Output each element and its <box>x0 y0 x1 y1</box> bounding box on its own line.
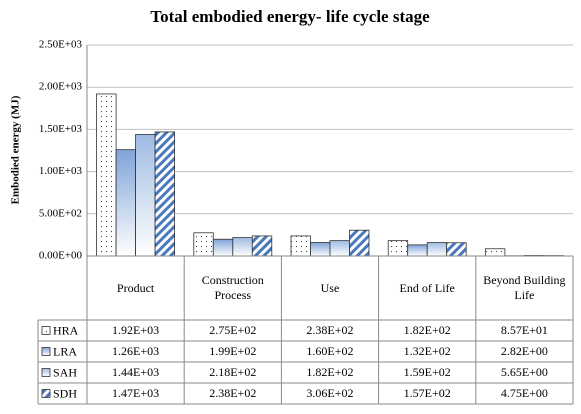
value-label: 2.38E+02 <box>209 386 257 400</box>
bar <box>349 229 370 257</box>
x-tick-label: Beyond Building Life <box>483 273 566 302</box>
value-label: 2.82E+00 <box>500 344 548 358</box>
value-label: 1.59E+02 <box>403 365 451 379</box>
legend-swatch <box>41 389 51 398</box>
bar <box>484 248 506 257</box>
value-label: 1.92E+03 <box>112 323 160 337</box>
legend-label: SDH <box>53 386 77 400</box>
bar <box>407 244 428 257</box>
x-tick-label: Construction Process <box>201 273 264 302</box>
value-label: 1.82E+02 <box>403 323 451 337</box>
bar <box>232 237 253 257</box>
legend-label: HRA <box>53 323 79 337</box>
value-label: 2.18E+02 <box>209 365 257 379</box>
y-axis-label: Embodied energy (MJ) <box>10 95 22 204</box>
bar <box>329 240 350 257</box>
value-label: 1.44E+03 <box>112 365 160 379</box>
legend-label: SAH <box>53 365 77 379</box>
x-tick-label: Use <box>320 280 340 295</box>
x-tick-label: End of Life <box>399 280 455 295</box>
bar <box>290 235 311 257</box>
bar <box>96 93 117 257</box>
value-label: 1.47E+03 <box>112 386 160 400</box>
value-label: 1.99E+02 <box>209 344 257 358</box>
legend-label: LRA <box>53 344 77 358</box>
bar <box>135 134 156 257</box>
value-label: 2.75E+02 <box>209 323 257 337</box>
legend-swatch <box>41 347 51 356</box>
value-label: 8.57E+01 <box>500 323 548 337</box>
x-tick-label: Product <box>116 280 155 295</box>
y-tick-label: 1.50E+03 <box>39 123 83 135</box>
value-label: 1.32E+02 <box>403 344 451 358</box>
bar <box>446 242 467 257</box>
chart-title: Total embodied energy- life cycle stage <box>150 7 430 26</box>
value-label: 1.60E+02 <box>306 344 354 358</box>
bar <box>426 242 448 257</box>
bar <box>154 131 176 257</box>
bar <box>212 238 234 257</box>
value-label: 1.57E+02 <box>403 386 451 400</box>
value-label: 3.06E+02 <box>306 386 354 400</box>
y-tick-label: 2.50E+03 <box>39 39 83 51</box>
value-label: 4.75E+00 <box>500 386 548 400</box>
y-tick-label: 2.00E+03 <box>39 81 83 93</box>
legend-swatch <box>41 368 51 377</box>
value-label: 5.65E+00 <box>500 365 548 379</box>
legend-swatch <box>41 326 51 335</box>
bar <box>115 149 136 257</box>
bar <box>310 242 331 257</box>
y-tick-label: 5.00E+02 <box>39 207 82 219</box>
value-label: 1.26E+03 <box>112 344 160 358</box>
bar <box>251 235 273 257</box>
bar <box>193 232 214 257</box>
bar <box>387 240 409 257</box>
y-tick-label: 0.00E+00 <box>39 250 83 262</box>
value-label: 1.82E+02 <box>306 365 354 379</box>
y-tick-label: 1.00E+03 <box>39 165 83 177</box>
value-label: 2.38E+02 <box>306 323 354 337</box>
